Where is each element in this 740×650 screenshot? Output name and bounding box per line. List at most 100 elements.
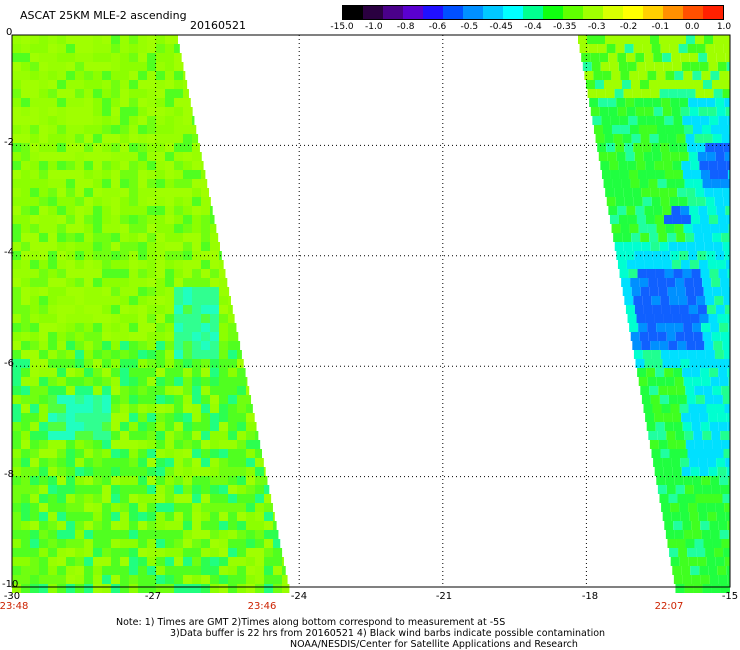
wind-cell — [724, 251, 730, 260]
wind-cell — [129, 413, 138, 422]
wind-cell — [192, 476, 201, 485]
wind-cell — [138, 278, 147, 287]
wind-cell — [665, 323, 675, 332]
wind-cell — [661, 305, 671, 314]
wind-cell — [111, 260, 120, 269]
wind-cell — [228, 287, 230, 296]
color-scale-swatch — [343, 6, 363, 19]
wind-cell — [192, 305, 201, 314]
wind-cell — [111, 458, 120, 467]
wind-cell — [84, 125, 93, 134]
wind-cell — [21, 548, 30, 557]
wind-cell — [66, 305, 75, 314]
wind-cell — [66, 359, 75, 368]
wind-cell — [174, 107, 183, 116]
wind-cell — [75, 467, 84, 476]
wind-cell — [710, 224, 720, 233]
wind-cell — [174, 395, 183, 404]
wind-cell — [656, 377, 666, 386]
wind-cell — [686, 341, 696, 350]
wind-cell — [210, 521, 219, 530]
wind-cell — [39, 431, 48, 440]
wind-cell — [183, 422, 192, 431]
wind-cell — [147, 134, 156, 143]
wind-cell — [156, 116, 165, 125]
wind-cell — [681, 62, 691, 71]
x-tick-label: -27 — [144, 591, 162, 602]
wind-cell — [102, 305, 111, 314]
wind-cell — [683, 125, 693, 134]
wind-cell — [174, 98, 183, 107]
wind-cell — [687, 143, 697, 152]
wind-cell — [609, 215, 619, 224]
wind-cell — [201, 242, 210, 251]
wind-cell — [138, 71, 147, 80]
wind-cell — [57, 584, 66, 593]
wind-cell — [645, 161, 655, 170]
wind-cell — [671, 359, 681, 368]
wind-cell — [165, 575, 174, 584]
wind-cell — [21, 161, 30, 170]
wind-cell — [120, 197, 129, 206]
color-scale-label: -0.2 — [619, 22, 638, 32]
wind-cell — [650, 341, 660, 350]
wind-cell — [147, 323, 156, 332]
wind-cell — [174, 314, 183, 323]
wind-cell — [93, 494, 102, 503]
wind-cell — [102, 116, 111, 125]
wind-cell — [75, 440, 84, 449]
wind-cell — [165, 197, 174, 206]
wind-cell — [39, 206, 48, 215]
wind-cell — [702, 584, 712, 593]
wind-cell — [255, 440, 261, 449]
wind-cell — [255, 458, 264, 467]
wind-cell — [147, 296, 156, 305]
wind-cell — [174, 161, 183, 170]
wind-cell — [642, 296, 652, 305]
wind-cell — [12, 332, 21, 341]
wind-cell — [30, 269, 39, 278]
wind-cell — [75, 107, 84, 116]
wind-cell — [102, 458, 111, 467]
wind-cell — [727, 575, 730, 584]
wind-cell — [237, 467, 246, 476]
wind-cell — [111, 224, 120, 233]
wind-cell — [689, 53, 699, 62]
wind-cell — [48, 62, 57, 71]
wind-cell — [75, 116, 84, 125]
wind-cell — [21, 260, 30, 269]
color-scale-label: -15.0 — [330, 22, 354, 32]
wind-cell — [93, 260, 102, 269]
wind-cell — [228, 521, 237, 530]
wind-cell — [661, 404, 671, 413]
wind-cell — [219, 296, 228, 305]
wind-cell — [210, 503, 219, 512]
wind-cell — [622, 134, 632, 143]
wind-cell — [147, 215, 156, 224]
wind-cell — [75, 413, 84, 422]
wind-cell — [111, 161, 120, 170]
wind-cell — [156, 107, 165, 116]
wind-cell — [138, 125, 147, 134]
wind-cell — [694, 134, 704, 143]
wind-cell — [138, 350, 147, 359]
wind-cell — [138, 359, 147, 368]
wind-cell — [614, 89, 624, 98]
wind-cell — [631, 287, 641, 296]
wind-cell — [605, 35, 614, 44]
wind-cell — [663, 467, 673, 476]
wind-cell — [219, 242, 220, 251]
wind-cell — [264, 521, 273, 530]
wind-cell — [57, 503, 66, 512]
wind-cell — [138, 161, 147, 170]
wind-cell — [183, 224, 192, 233]
wind-cell — [183, 314, 192, 323]
wind-cell — [608, 53, 618, 62]
wind-cell — [646, 422, 656, 431]
wind-cell — [39, 467, 48, 476]
wind-cell — [129, 548, 138, 557]
wind-cell — [75, 539, 84, 548]
wind-cell — [174, 341, 183, 350]
wind-cell — [102, 413, 111, 422]
wind-cell — [57, 494, 66, 503]
